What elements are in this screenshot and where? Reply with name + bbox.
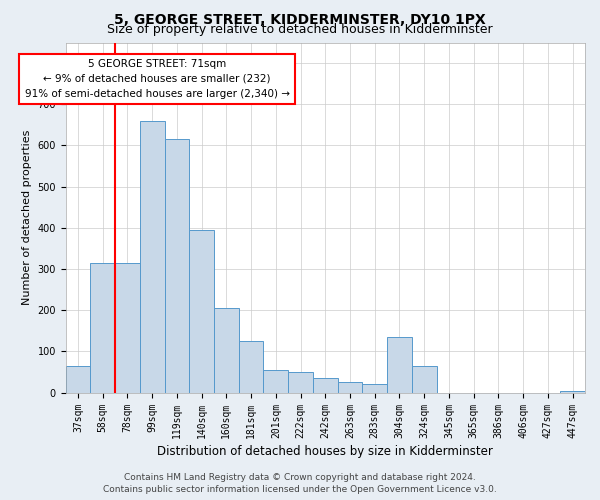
Bar (313, 378, 338, 392)
Bar (65, 366, 91, 392)
Bar (115, 263, 140, 392)
Bar (338, 382, 362, 392)
Bar (288, 372, 313, 392)
Text: Size of property relative to detached houses in Kidderminster: Size of property relative to detached ho… (107, 22, 493, 36)
Bar (164, 140, 189, 392)
Bar (189, 230, 214, 392)
Bar (91, 263, 115, 392)
Bar (560, 390, 585, 392)
Text: 5, GEORGE STREET, KIDDERMINSTER, DY10 1PX: 5, GEORGE STREET, KIDDERMINSTER, DY10 1P… (114, 12, 486, 26)
Bar (412, 366, 437, 392)
Y-axis label: Number of detached properties: Number of detached properties (22, 130, 32, 305)
Bar (362, 384, 387, 392)
Bar (387, 337, 412, 392)
Text: Contains HM Land Registry data © Crown copyright and database right 2024.
Contai: Contains HM Land Registry data © Crown c… (103, 472, 497, 494)
X-axis label: Distribution of detached houses by size in Kidderminster: Distribution of detached houses by size … (157, 444, 493, 458)
Bar (140, 121, 164, 392)
Bar (263, 370, 288, 392)
Bar (239, 341, 263, 392)
Bar (214, 308, 239, 392)
Text: 5 GEORGE STREET: 71sqm
← 9% of detached houses are smaller (232)
91% of semi-det: 5 GEORGE STREET: 71sqm ← 9% of detached … (25, 59, 290, 98)
